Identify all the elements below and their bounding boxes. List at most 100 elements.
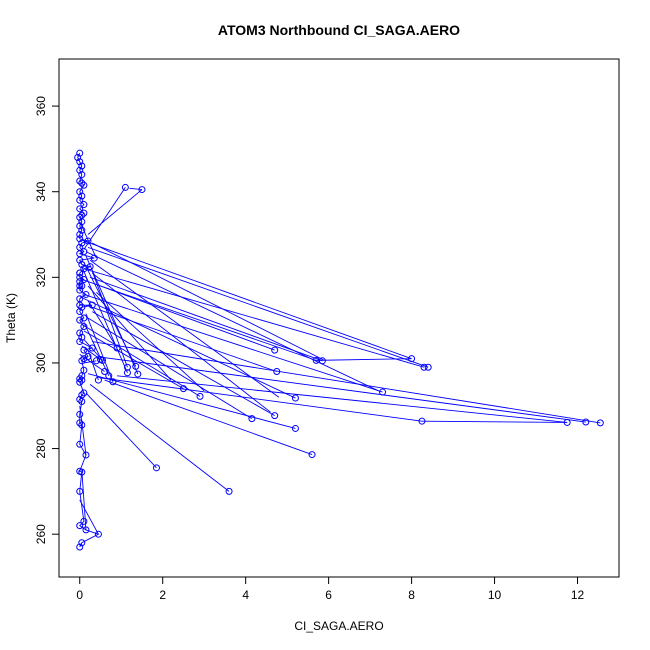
data-point: [82, 451, 90, 459]
data-point: [78, 303, 86, 311]
data-point: [80, 355, 88, 363]
data-point: [80, 275, 88, 283]
data-point: [76, 440, 84, 448]
data-point: [312, 356, 320, 364]
data-point: [76, 149, 84, 157]
y-axis: 260 280 300 320 340 360: [34, 96, 60, 544]
data-point: [408, 355, 416, 363]
series-line-segment: [83, 268, 425, 368]
data-point: [132, 362, 140, 370]
series-line-segment: [81, 279, 317, 361]
data-point: [84, 237, 92, 245]
x-tick-label: 4: [242, 588, 249, 602]
series-line-segment: [83, 322, 110, 376]
x-tick-label: 10: [488, 588, 502, 602]
data-point: [80, 517, 88, 525]
data-point: [291, 424, 299, 432]
data-point: [78, 179, 86, 187]
data-point: [121, 183, 129, 191]
data-point: [78, 171, 86, 179]
data-point: [152, 464, 160, 472]
data-point: [94, 530, 102, 538]
series-line-segment: [87, 373, 296, 429]
data-point: [76, 329, 84, 337]
x-tick-label: 0: [76, 588, 83, 602]
y-tick-label: 300: [34, 353, 48, 373]
data-point: [76, 269, 84, 277]
data-point: [80, 346, 88, 354]
y-tick-label: 340: [34, 181, 48, 201]
series-line-segment: [83, 262, 137, 367]
data-point: [76, 282, 84, 290]
series-line-segment: [91, 270, 128, 368]
data-point: [76, 395, 84, 403]
data-point: [76, 316, 84, 324]
series-line-segment: [85, 313, 114, 382]
series-line-segment: [87, 300, 118, 349]
x-axis: 0 2 4 6 8 10 12: [76, 576, 585, 602]
data-point: [76, 487, 84, 495]
data-point: [76, 522, 84, 530]
series-line: [77, 152, 100, 548]
series-line-segment: [89, 383, 230, 492]
series-line-segment: [96, 291, 205, 392]
data-point: [271, 346, 279, 354]
data-point: [82, 526, 90, 534]
data-point: [596, 419, 604, 427]
data-point: [80, 201, 88, 209]
series-line-segment: [87, 246, 429, 368]
series-line-segment: [91, 242, 325, 361]
series-line-segment: [81, 324, 201, 397]
series-line-segment: [79, 405, 87, 456]
data-point: [76, 231, 84, 239]
series-line-segment: [79, 499, 99, 535]
series-line-segment: [85, 255, 139, 375]
data-point: [76, 338, 84, 346]
data-point: [105, 372, 113, 380]
series-line-segment: [91, 311, 275, 416]
data-point: [76, 278, 84, 286]
data-point: [76, 273, 84, 281]
data-point: [113, 344, 121, 352]
data-point: [418, 417, 426, 425]
x-tick-label: 2: [159, 588, 166, 602]
data-point: [76, 410, 84, 418]
data-point: [76, 205, 84, 213]
plot-frame: [58, 58, 620, 578]
data-point: [88, 344, 96, 352]
data-point: [179, 385, 187, 393]
series-line-segment: [81, 345, 101, 360]
series-line-segment: [94, 283, 275, 351]
series-line-segment: [87, 285, 172, 381]
data-point: [82, 290, 90, 298]
data-point: [84, 353, 92, 361]
series-line-segment: [91, 272, 271, 413]
y-tick-label: 280: [34, 438, 48, 458]
series-line-segment: [104, 379, 313, 455]
data-point: [78, 260, 86, 268]
series-line-segment: [83, 187, 126, 250]
series-line-segment: [83, 360, 97, 364]
data-point: [76, 243, 84, 251]
series-line-segment: [89, 259, 280, 398]
data-point: [76, 419, 84, 427]
series-line-segment: [81, 266, 128, 373]
data-point: [424, 363, 432, 371]
data-point: [379, 388, 387, 396]
data-point: [86, 263, 94, 271]
data-point: [80, 366, 88, 374]
data-point: [78, 211, 86, 219]
data-point: [291, 394, 299, 402]
y-tick-label: 360: [34, 96, 48, 116]
data-point: [420, 363, 428, 371]
data-point: [138, 186, 146, 194]
series-line-segment: [85, 251, 379, 392]
data-point: [80, 265, 88, 273]
series-line-segment: [316, 358, 412, 361]
y-tick-label: 260: [34, 524, 48, 544]
data-point: [76, 222, 84, 230]
data-point: [196, 392, 204, 400]
data-point: [582, 418, 590, 426]
data-point: [78, 357, 86, 365]
